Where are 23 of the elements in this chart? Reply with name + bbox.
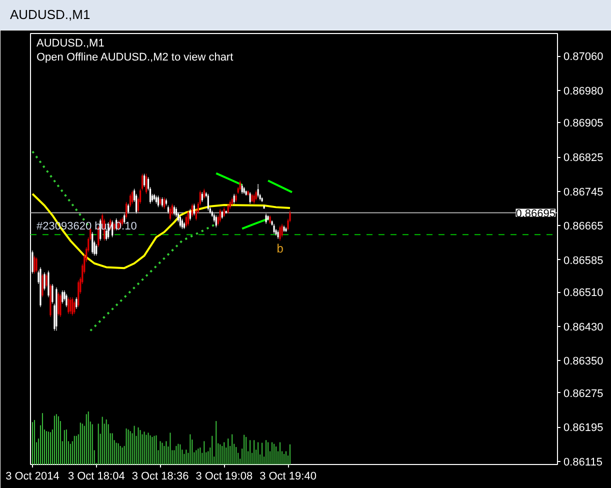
y-tick-label: 0.86745: [564, 186, 604, 198]
x-tick-label: 3 Oct 19:08: [196, 470, 253, 482]
ref-line-label: 0.86695: [516, 208, 556, 220]
chart-title: AUDUSD.,M1: [0, 0, 611, 30]
y-tick-label: 0.86430: [564, 321, 604, 334]
y-tick-label: 0.86585: [564, 254, 604, 267]
y-tick-label: 0.87060: [564, 51, 604, 64]
x-tick-label: 3 Oct 18:04: [68, 470, 125, 482]
y-tick-label: 0.86350: [564, 356, 604, 368]
y-tick-label: 0.86510: [564, 287, 604, 300]
x-tick-label: 3 Oct 18:36: [132, 470, 189, 482]
y-tick-label: 0.86195: [564, 422, 604, 434]
x-tick-label: 3 Oct 2014: [6, 470, 60, 482]
y-tick-label: 0.86905: [564, 118, 604, 130]
y-tick-label: 0.86275: [564, 388, 604, 400]
x-tick-label: 3 Oct 19:40: [260, 470, 316, 482]
y-tick-label: 0.86825: [564, 152, 604, 164]
y-tick-label: 0.86115: [564, 456, 602, 468]
chart-subtitle: AUDUSD.,M1: [36, 38, 104, 50]
annotation: b: [276, 242, 284, 256]
y-tick-label: 0.86980: [564, 86, 604, 98]
y-tick-label: 0.86665: [564, 220, 604, 233]
annotation: Open Offline AUDUSD.,M2 to view chart: [36, 52, 234, 64]
